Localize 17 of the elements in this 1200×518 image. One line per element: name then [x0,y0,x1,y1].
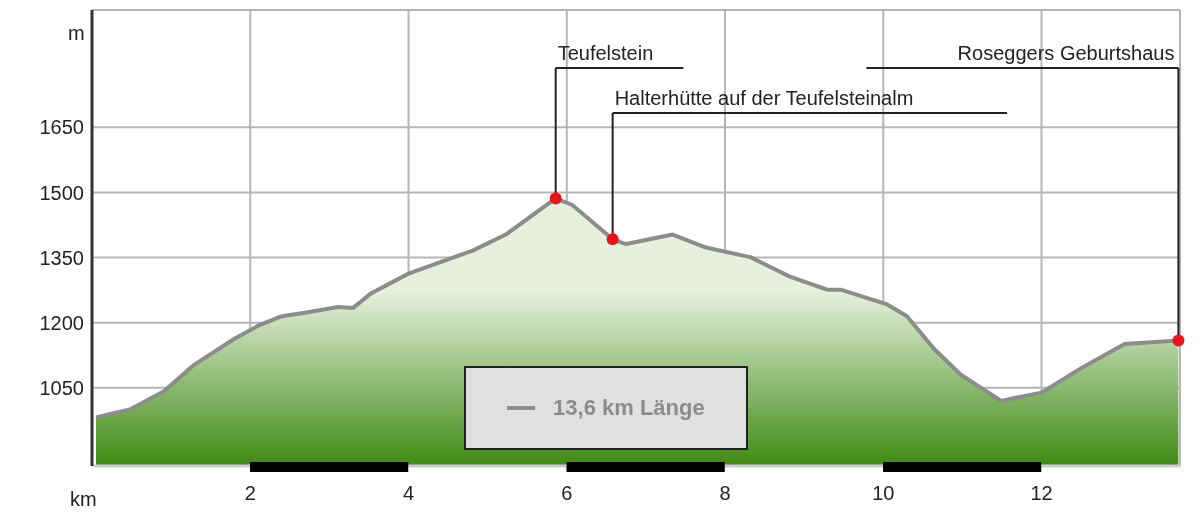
y-axis-title: m [68,22,85,45]
y-tick-label: 1050 [39,376,84,399]
annotation: Halterhütte auf der Teufelsteinalm [614,87,914,109]
x-tick-label: 12 [1030,482,1053,505]
x-tick-label: 6 [561,482,573,505]
x-tick-label: 2 [244,482,256,505]
x-tick-label: 8 [719,482,731,505]
annotation: Teufelstein [557,42,654,64]
x-tick-label: 4 [402,482,415,505]
x-axis-title: km [70,488,97,511]
y-tick-label: 1200 [39,311,84,334]
y-tick-label: 1500 [39,181,84,204]
annotation: Roseggers Geburtshaus [957,42,1175,64]
y-tick-label: 1650 [39,116,84,139]
x-tick-label: 10 [872,482,895,505]
y-tick-label: 1350 [39,246,84,269]
legend-label: 13,6 km Länge [553,395,705,421]
